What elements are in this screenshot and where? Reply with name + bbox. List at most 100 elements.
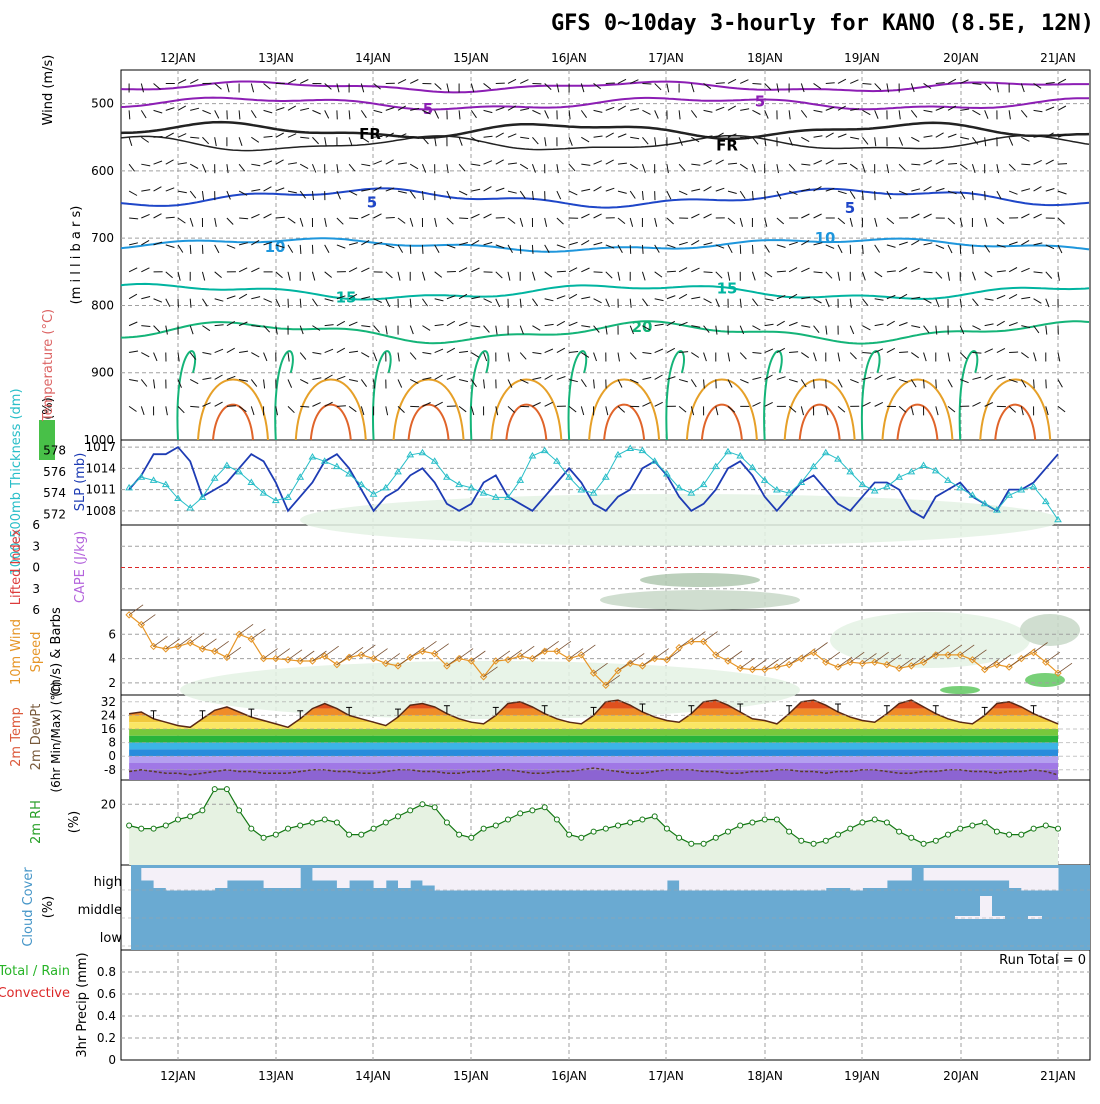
wind-barb — [924, 243, 933, 245]
cloud-high-clear — [349, 868, 362, 881]
wind-barb — [704, 379, 705, 388]
wind-barb — [899, 242, 908, 245]
rh-point — [982, 820, 987, 825]
wind-barb — [642, 245, 643, 254]
contour-green-loop — [373, 351, 391, 440]
rh-point — [628, 820, 633, 825]
wind-barb — [716, 406, 718, 415]
date-tick-bottom: 14JAN — [355, 1069, 391, 1083]
wind-barb — [985, 191, 986, 200]
wind-barb — [129, 268, 137, 272]
rh-point — [579, 835, 584, 840]
wind-barb — [850, 218, 852, 227]
wind-barb — [178, 191, 187, 193]
wind-barb — [202, 191, 203, 200]
wind-barb — [154, 299, 162, 302]
cloud-high-clear — [801, 868, 814, 891]
wind-barb — [251, 379, 256, 386]
wind-surface-barb — [264, 649, 278, 659]
rh-point — [946, 832, 951, 837]
wind-barb — [1058, 79, 1066, 83]
wind-barb — [618, 163, 627, 164]
wind-barb — [691, 268, 699, 272]
wind-barb — [166, 217, 175, 218]
cloud-high-clear — [496, 868, 509, 891]
label-convective: Convective — [0, 986, 70, 1001]
date-tick-bottom: 16JAN — [551, 1069, 587, 1083]
wind-barb — [1021, 353, 1028, 358]
temp-band — [121, 763, 1090, 770]
cloud-high-clear — [508, 868, 521, 891]
rh-point — [640, 817, 645, 822]
wind-barb — [1034, 353, 1037, 362]
wind-barb — [251, 164, 260, 166]
wind-barb — [972, 272, 975, 280]
wind-barb — [936, 133, 944, 137]
wind-barb — [838, 406, 845, 412]
slp-tick: 1011 — [85, 483, 116, 497]
wind-barb — [508, 191, 517, 193]
wind-barb — [288, 245, 293, 253]
wind-barb — [752, 164, 755, 173]
wind-barb — [141, 164, 150, 166]
wind-barb — [129, 164, 134, 171]
wind-barb — [264, 299, 272, 303]
wind-barb — [276, 188, 284, 191]
wind-barb — [789, 322, 797, 325]
precip-tick: 0.2 — [97, 1031, 116, 1045]
cloud-high-clear — [227, 868, 240, 881]
wind-barb — [850, 326, 853, 334]
wind-barb — [618, 218, 625, 224]
wind-barb — [166, 160, 174, 164]
pressure-tick: 600 — [91, 164, 114, 178]
wind-barb — [532, 403, 540, 407]
wind-barb — [936, 272, 942, 279]
precip-axis-label: 3hr Precip (mm) — [75, 952, 90, 1057]
wind-barb — [862, 137, 868, 144]
contour-red-loop — [311, 405, 351, 440]
wind-barb — [532, 353, 541, 354]
wind-barb — [129, 322, 137, 326]
rh-point — [530, 808, 535, 813]
wind-barb — [875, 245, 880, 253]
wind-barb — [276, 272, 283, 278]
wind-barb — [300, 80, 308, 84]
cloud-high-clear — [484, 868, 497, 891]
wind-barb — [728, 406, 735, 412]
slp-label: SLP (mb) — [73, 453, 88, 512]
wind-barb — [777, 164, 779, 173]
wind-barb — [850, 379, 858, 382]
wind-barb — [618, 106, 626, 110]
rh-point — [224, 787, 229, 792]
wind-barb — [312, 137, 318, 144]
wind-barb — [997, 271, 1006, 272]
wind-barb — [496, 326, 497, 335]
wind-barb — [545, 349, 553, 353]
wind-barb — [496, 133, 504, 137]
slp-tick: 1014 — [85, 461, 116, 475]
rh-point — [591, 829, 596, 834]
wind-barb — [251, 83, 253, 92]
wind-barb — [972, 402, 980, 406]
wind-barb — [606, 107, 614, 110]
rh-point — [738, 823, 743, 828]
rh-point — [200, 808, 205, 813]
date-tick-top: 20JAN — [943, 51, 979, 65]
wind-barb — [704, 187, 712, 191]
wind-barb — [997, 377, 1006, 380]
wind-barb — [814, 161, 822, 165]
wind-barb — [459, 351, 468, 352]
wind-barb — [435, 402, 443, 406]
wind-barb — [581, 189, 590, 191]
wind-surface-barb — [716, 645, 730, 655]
wind-barb — [227, 296, 236, 299]
contour-label: 15 — [336, 288, 357, 306]
wind-barb — [985, 218, 987, 227]
wind-barb — [337, 164, 338, 173]
wind-barb — [129, 243, 138, 245]
wind-barb — [532, 326, 540, 331]
wind-barb — [349, 322, 357, 326]
rh-point — [701, 841, 706, 846]
rh-point — [163, 823, 168, 828]
wind-barb — [264, 187, 272, 191]
